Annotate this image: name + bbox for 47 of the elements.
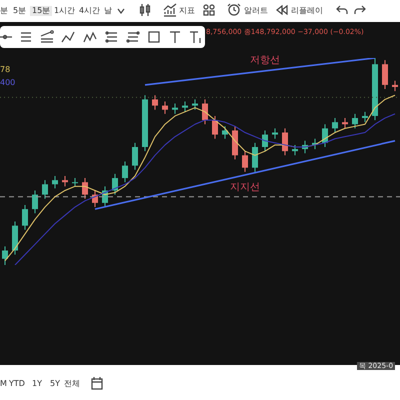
candlestick	[162, 100, 168, 114]
text: M	[0, 379, 7, 389]
candlestick	[172, 103, 178, 114]
text: 리플레이	[291, 6, 323, 16]
candlestick	[342, 118, 348, 129]
text: YTD	[9, 379, 25, 389]
annotation: 78	[0, 65, 10, 75]
candlestick	[22, 204, 28, 230]
candlestick	[62, 175, 68, 187]
candlestick	[262, 130, 268, 152]
candlestick	[152, 94, 158, 110]
candlestick	[392, 80, 398, 92]
series-label: 저항선	[250, 54, 280, 66]
candlestick	[282, 128, 288, 156]
candlestick	[292, 144, 298, 156]
text: 분	[0, 6, 8, 16]
text: 1시간	[54, 6, 76, 16]
candlestick	[192, 98, 198, 110]
candlestick	[362, 111, 368, 123]
candlestick	[182, 100, 188, 112]
candlestick	[202, 98, 208, 125]
candlestick	[2, 246, 8, 265]
text: 15분	[30, 6, 52, 16]
candlestick	[272, 128, 278, 140]
candlestick	[42, 180, 48, 200]
candlestick	[132, 142, 138, 170]
text: 1Y	[32, 379, 42, 389]
candlestick	[112, 173, 118, 196]
candlestick	[332, 118, 338, 134]
annotation: 400	[0, 78, 16, 88]
text: 5Y	[50, 379, 60, 389]
candlestick	[212, 115, 218, 140]
text: 알러트	[244, 6, 268, 16]
candlestick	[382, 60, 388, 90]
text: 전체	[64, 379, 80, 389]
candlestick	[82, 178, 88, 200]
series-label: 지지선	[230, 182, 260, 194]
candlestick	[242, 150, 248, 172]
candlestick	[352, 113, 358, 129]
candlestick	[32, 190, 38, 214]
candlestick	[252, 142, 258, 172]
candlestick	[122, 161, 128, 183]
text: 4시간	[79, 6, 100, 16]
text: 지표	[179, 6, 195, 16]
candlestick	[52, 175, 58, 189]
text: 5분	[13, 6, 26, 16]
text: 날	[104, 6, 112, 16]
